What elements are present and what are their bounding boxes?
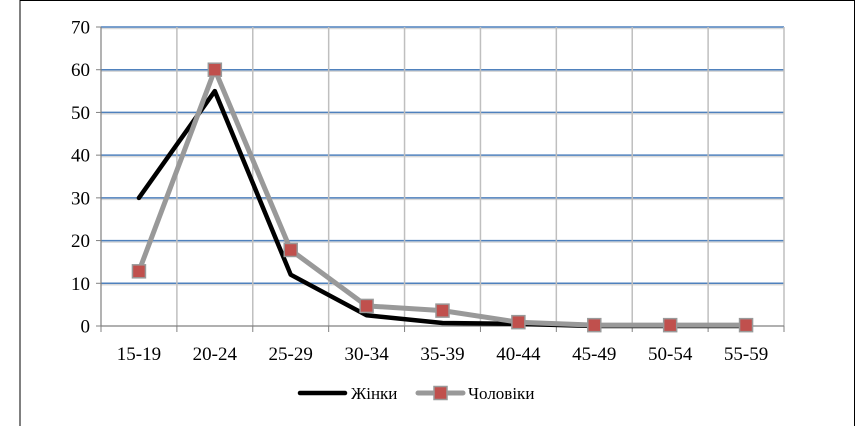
y-tick-label: 50 bbox=[71, 103, 90, 124]
x-tick-label: 45-49 bbox=[572, 344, 616, 365]
series-marker bbox=[662, 317, 678, 333]
y-tick-label: 60 bbox=[71, 60, 90, 81]
y-tick-label: 40 bbox=[71, 146, 90, 167]
y-tick-label: 70 bbox=[71, 18, 90, 39]
legend-label: Чоловіки bbox=[468, 384, 534, 403]
x-tick-label: 25-29 bbox=[269, 344, 313, 365]
y-tick-label: 10 bbox=[71, 274, 90, 295]
series-marker bbox=[283, 242, 298, 258]
series-marker bbox=[738, 317, 754, 333]
series-line-0 bbox=[136, 88, 749, 329]
x-tick-label: 20-24 bbox=[193, 344, 238, 365]
chart-frame bbox=[19, 0, 855, 426]
series-marker bbox=[131, 264, 147, 279]
x-tick-label: 55-59 bbox=[724, 344, 768, 365]
legend-swatch-marker bbox=[433, 385, 448, 401]
legend-label: Жінки bbox=[351, 384, 397, 403]
series-marker bbox=[359, 298, 374, 314]
y-tick-label: 0 bbox=[81, 317, 91, 338]
x-tick-label: 15-19 bbox=[117, 344, 161, 365]
y-tick-label: 30 bbox=[71, 188, 90, 209]
series-marker bbox=[587, 317, 602, 333]
series-marker bbox=[435, 303, 450, 318]
x-tick-label: 50-54 bbox=[648, 344, 693, 365]
y-tick-label: 20 bbox=[71, 231, 90, 252]
series-marker bbox=[511, 314, 526, 330]
x-tick-label: 40-44 bbox=[496, 344, 541, 365]
series-marker bbox=[207, 62, 223, 77]
x-tick-label: 30-34 bbox=[344, 344, 389, 365]
x-tick-label: 35-39 bbox=[420, 344, 464, 365]
